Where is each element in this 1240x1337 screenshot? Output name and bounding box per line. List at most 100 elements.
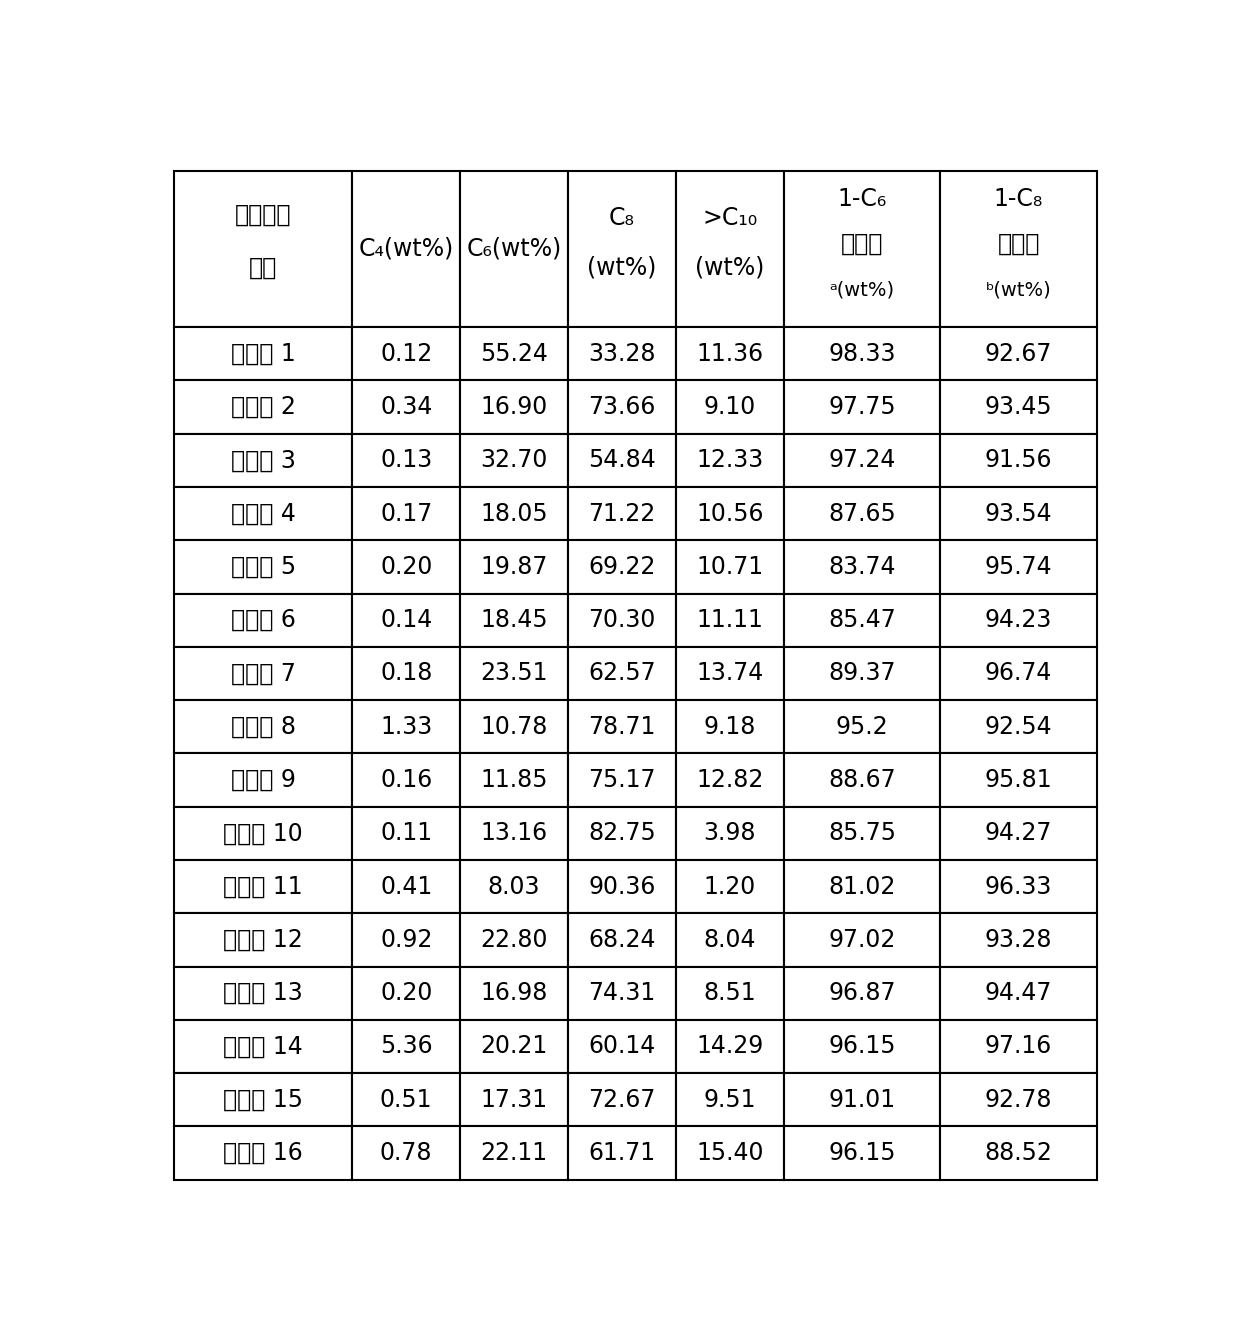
Text: 0.51: 0.51 [379, 1088, 433, 1111]
Text: 实施例 9: 实施例 9 [231, 767, 295, 792]
Text: 3.98: 3.98 [703, 821, 756, 845]
Text: 97.16: 97.16 [985, 1035, 1053, 1059]
Text: 93.45: 93.45 [985, 394, 1053, 418]
Text: 18.45: 18.45 [480, 608, 548, 632]
Text: 0.41: 0.41 [381, 874, 433, 898]
Text: 85.75: 85.75 [828, 821, 897, 845]
Text: C₆(wt%): C₆(wt%) [466, 237, 562, 261]
Bar [460, 433, 568, 487]
Text: 8.51: 8.51 [703, 981, 756, 1005]
Text: 实施例 10: 实施例 10 [223, 821, 303, 845]
Text: C₈: C₈ [609, 206, 635, 230]
Text: 实施例 8: 实施例 8 [231, 715, 295, 739]
Text: 73.66: 73.66 [588, 394, 656, 418]
Bar [676, 540, 784, 594]
Text: 选择性: 选择性 [997, 233, 1039, 257]
Bar [784, 1020, 940, 1074]
Text: 0.18: 0.18 [379, 662, 433, 686]
Text: 23.51: 23.51 [480, 662, 548, 686]
Bar [460, 753, 568, 806]
Text: 14.29: 14.29 [697, 1035, 764, 1059]
Text: 83.74: 83.74 [828, 555, 895, 579]
Text: 33.28: 33.28 [588, 342, 656, 366]
Text: 1.33: 1.33 [381, 715, 433, 739]
Bar [352, 540, 460, 594]
Bar [940, 1020, 1096, 1074]
Bar [940, 487, 1096, 540]
Text: (wt%): (wt%) [696, 255, 765, 279]
Bar [676, 913, 784, 967]
Text: 实施例 6: 实施例 6 [231, 608, 295, 632]
Bar [174, 806, 352, 860]
Bar [174, 487, 352, 540]
Text: 87.65: 87.65 [828, 501, 897, 525]
Bar [676, 1074, 784, 1126]
Bar [940, 967, 1096, 1020]
Bar [568, 1020, 676, 1074]
Text: 0.20: 0.20 [379, 555, 433, 579]
Bar [784, 540, 940, 594]
Bar [568, 328, 676, 381]
Bar [676, 967, 784, 1020]
Text: 97.75: 97.75 [828, 394, 897, 418]
Bar [460, 806, 568, 860]
Bar [568, 701, 676, 753]
Text: 13.16: 13.16 [481, 821, 548, 845]
Bar [568, 594, 676, 647]
Text: 16.90: 16.90 [480, 394, 548, 418]
Text: 11.11: 11.11 [697, 608, 764, 632]
Text: 88.67: 88.67 [828, 767, 897, 792]
Text: 97.02: 97.02 [828, 928, 895, 952]
Bar [676, 753, 784, 806]
Text: 95.2: 95.2 [836, 715, 888, 739]
Bar [568, 381, 676, 433]
Bar [940, 860, 1096, 913]
Bar [784, 487, 940, 540]
Text: 17.31: 17.31 [481, 1088, 548, 1111]
Bar [460, 594, 568, 647]
Text: 9.10: 9.10 [704, 394, 756, 418]
Bar [174, 594, 352, 647]
Text: 实施例 2: 实施例 2 [231, 394, 295, 418]
Bar [676, 860, 784, 913]
Text: 22.80: 22.80 [480, 928, 548, 952]
Bar [940, 381, 1096, 433]
Text: 93.28: 93.28 [985, 928, 1053, 952]
Bar [460, 487, 568, 540]
Bar [174, 381, 352, 433]
Bar [784, 594, 940, 647]
Text: (wt%): (wt%) [588, 255, 657, 279]
Bar [174, 647, 352, 701]
Text: 55.24: 55.24 [480, 342, 548, 366]
Bar [568, 433, 676, 487]
Text: 91.56: 91.56 [985, 448, 1053, 472]
Bar [940, 701, 1096, 753]
Bar [460, 540, 568, 594]
Text: 10.56: 10.56 [696, 501, 764, 525]
Text: 96.87: 96.87 [828, 981, 895, 1005]
Bar [784, 381, 940, 433]
Bar [784, 433, 940, 487]
Bar [460, 1020, 568, 1074]
Text: 94.27: 94.27 [985, 821, 1053, 845]
Text: 实施例 5: 实施例 5 [231, 555, 296, 579]
Text: 0.14: 0.14 [381, 608, 433, 632]
Bar [352, 328, 460, 381]
Bar [784, 860, 940, 913]
Text: 22.11: 22.11 [481, 1140, 548, 1165]
Bar [676, 1126, 784, 1179]
Text: 11.85: 11.85 [480, 767, 548, 792]
Text: 95.74: 95.74 [985, 555, 1053, 579]
Text: 75.17: 75.17 [588, 767, 656, 792]
Bar [174, 1126, 352, 1179]
Text: 62.57: 62.57 [588, 662, 656, 686]
Bar [784, 171, 940, 328]
Text: 12.33: 12.33 [697, 448, 764, 472]
Text: 91.01: 91.01 [828, 1088, 895, 1111]
Bar [676, 433, 784, 487]
Text: 71.22: 71.22 [589, 501, 656, 525]
Bar [174, 433, 352, 487]
Text: 95.81: 95.81 [985, 767, 1053, 792]
Text: 0.92: 0.92 [379, 928, 433, 952]
Text: 82.75: 82.75 [588, 821, 656, 845]
